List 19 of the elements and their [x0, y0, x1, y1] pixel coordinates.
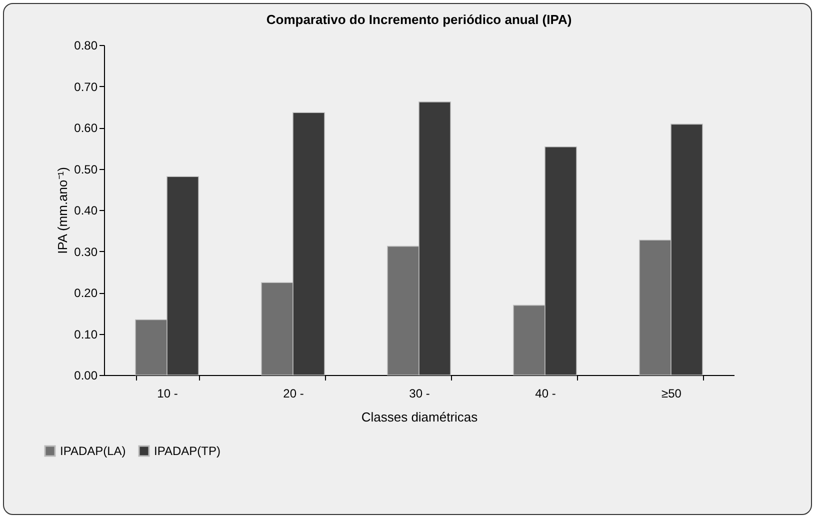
x-axis-title: Classes diamétricas	[361, 410, 478, 424]
y-tick-label: 0.50	[74, 162, 98, 176]
x-tick-label: 40 -	[535, 386, 556, 400]
x-tick-label: 10 -	[157, 386, 178, 400]
x-tick-label: 20 -	[283, 386, 304, 400]
legend-label: IPADAP(TP)	[154, 444, 220, 458]
chart-title: Comparativo do Incremento periódico anual (IPA)	[266, 12, 572, 27]
y-tick-label: 0.80	[74, 38, 98, 52]
x-tick-label: 30 -	[409, 386, 430, 400]
y-tick-label: 0.20	[74, 286, 98, 300]
legend-label: IPADAP(LA)	[60, 444, 126, 458]
y-tick-label: 0.10	[74, 327, 98, 342]
x-tick-label: ≥50	[662, 386, 682, 400]
y-axis-title: IPA (mm.ano⁻¹)	[55, 167, 70, 254]
y-tick-label: 0.70	[74, 80, 98, 94]
y-tick-label: 0.00	[74, 368, 98, 382]
y-tick-label: 0.60	[74, 121, 98, 135]
y-tick-label: 0.40	[74, 204, 98, 218]
y-tick-label: 0.30	[74, 244, 98, 259]
